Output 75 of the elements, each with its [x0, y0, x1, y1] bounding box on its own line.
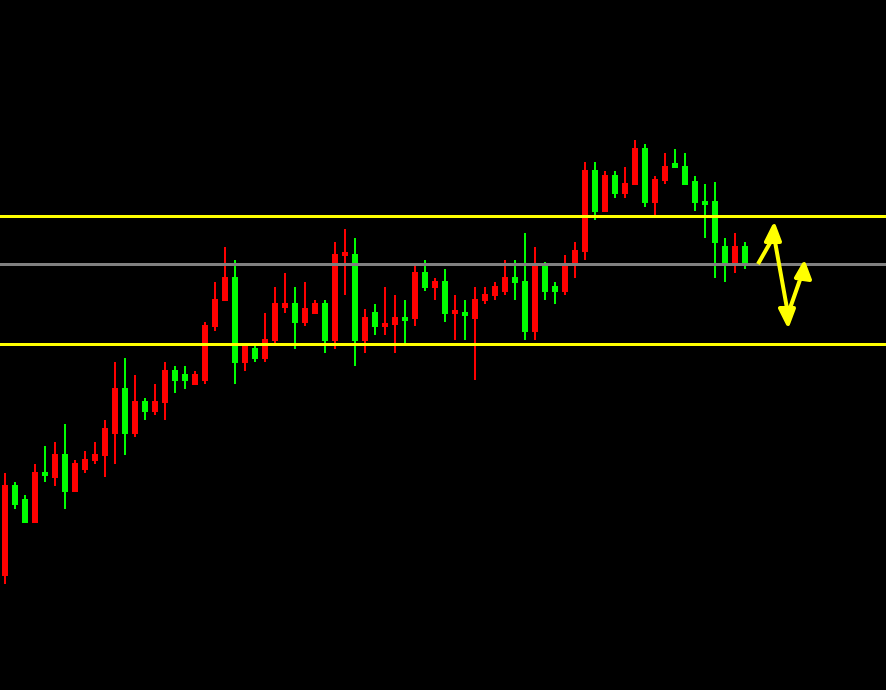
candlestick: [442, 267, 448, 324]
candlestick: [152, 383, 158, 417]
candlestick: [62, 423, 68, 510]
candlestick: [282, 272, 288, 315]
candlestick: [552, 281, 558, 306]
candlestick: [32, 463, 38, 523]
candlestick: [302, 281, 308, 328]
candlestick: [632, 139, 638, 186]
candlestick: [672, 147, 678, 168]
candlestick: [262, 312, 268, 363]
candlestick: [582, 161, 588, 261]
candlestick: [122, 356, 128, 457]
candlestick: [452, 294, 458, 341]
candlestick: [52, 440, 58, 488]
candlestick: [212, 281, 218, 332]
candlestick: [252, 343, 258, 363]
candlestick: [322, 298, 328, 355]
candlestick: [402, 298, 408, 346]
candlestick: [462, 298, 468, 341]
candlestick: [172, 365, 178, 395]
candlestick: [72, 458, 78, 492]
candlestick: [472, 285, 478, 381]
candlestick: [332, 241, 338, 350]
candlestick: [622, 165, 628, 199]
candlestick: [682, 152, 688, 186]
candlestick: [182, 365, 188, 390]
candlestick: [522, 232, 528, 341]
candlestick: [712, 181, 718, 279]
candlestick: [222, 245, 228, 301]
candlestick: [432, 276, 438, 301]
candlestick: [142, 396, 148, 421]
candlestick: [652, 174, 658, 217]
candlestick: [742, 241, 748, 270]
candlestick: [512, 258, 518, 301]
candlestick: [42, 445, 48, 483]
candlestick: [22, 494, 28, 523]
candlestick: [312, 298, 318, 315]
candlestick: [392, 294, 398, 355]
candlestick: [242, 343, 248, 372]
candlestick: [732, 232, 738, 275]
candlestick: [102, 418, 108, 479]
candlestick: [602, 170, 608, 213]
candlestick: [92, 440, 98, 466]
candlestick: [502, 258, 508, 297]
candlestick: [722, 236, 728, 284]
candlestick: [132, 374, 138, 439]
candlestick: [112, 361, 118, 466]
candlestick: [192, 369, 198, 386]
candlestick: [352, 236, 358, 368]
candlestick: [642, 143, 648, 208]
candlestick: [482, 285, 488, 306]
candlestick: [202, 321, 208, 386]
candlestick: [12, 480, 18, 510]
candlestick: [82, 449, 88, 474]
candlestick: [422, 258, 428, 292]
candlestick: [532, 245, 538, 341]
candlestick: [362, 307, 368, 355]
candlestick: [412, 263, 418, 328]
candlestick: [272, 285, 278, 346]
candlestick: [612, 170, 618, 199]
candlestick: [292, 285, 298, 350]
candlestick: [692, 174, 698, 213]
candlestick: [162, 361, 168, 421]
candlestick: [592, 161, 598, 221]
candlestick: [2, 472, 8, 585]
candlestick: [372, 303, 378, 337]
candlestick: [492, 281, 498, 301]
candlestick: [562, 254, 568, 297]
candlestick: [342, 227, 348, 297]
candlestick: [232, 258, 238, 386]
candlestick: [382, 285, 388, 337]
candlestick: [702, 183, 708, 239]
candlestick: [542, 261, 548, 301]
candlestick: [662, 152, 668, 186]
candlestick: [572, 241, 578, 279]
